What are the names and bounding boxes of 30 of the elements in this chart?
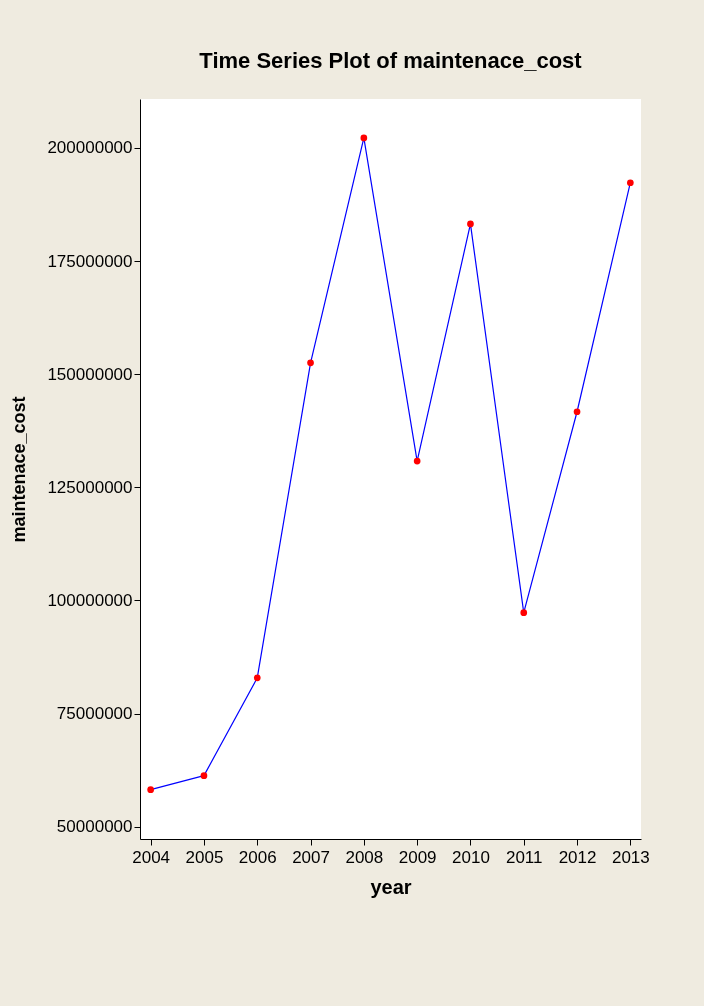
- y-tick-label: 50000000: [56, 817, 133, 837]
- x-tick-label: 2011: [505, 847, 543, 867]
- x-tick-label: 2004: [132, 847, 171, 867]
- x-tick-label: 2012: [558, 847, 597, 867]
- x-tick-label: 2013: [611, 847, 650, 867]
- x-tick-label: 2010: [452, 847, 490, 867]
- point: [413, 457, 421, 465]
- point: [307, 359, 314, 367]
- point: [253, 674, 261, 682]
- y-tick-label: 125000000: [47, 477, 133, 497]
- point: [467, 220, 474, 228]
- x-axis-title: year: [370, 875, 412, 898]
- point: [200, 772, 208, 779]
- point: [360, 134, 368, 142]
- point: [520, 609, 528, 617]
- point: [573, 408, 581, 416]
- x-tick-label: 2009: [398, 847, 437, 867]
- x-tick-label: 2006: [238, 847, 277, 867]
- x-tick-label: 2007: [292, 847, 330, 867]
- x-tick-label: 2008: [345, 847, 384, 867]
- x-tick-label: 2005: [185, 847, 224, 867]
- y-tick-label: 75000000: [56, 704, 133, 724]
- y-tick-label: 200000000: [47, 138, 133, 158]
- y-tick-label: 150000000: [47, 364, 133, 384]
- point: [147, 786, 155, 794]
- chart-title: Time Series Plot of maintenace_cost: [199, 48, 583, 73]
- y-tick-label: 175000000: [47, 251, 133, 271]
- point: [626, 179, 634, 187]
- y-tick-label: 100000000: [47, 590, 133, 610]
- y-axis-title: maintenace_cost: [9, 396, 30, 543]
